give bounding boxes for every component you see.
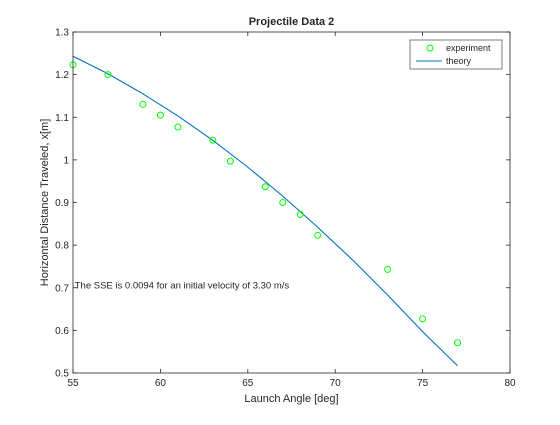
experiment-point [384,265,392,273]
y-tick-label: 0.5 [55,369,69,380]
y-tick-label: 0.9 [55,198,69,209]
x-tick-label: 75 [417,378,429,389]
x-tick-label: 60 [155,378,167,389]
experiment-point [314,231,322,239]
x-tick-label: 80 [504,378,516,389]
experiment-point [261,183,269,191]
experiment-point [209,136,217,144]
y-tick-label: 1.2 [55,70,69,81]
y-tick-label: 0.6 [55,326,69,337]
y-tick-label: 1 [63,155,69,166]
sse-annotation: The SSE is 0.0094 for an initial velocit… [75,281,290,292]
x-tick-label: 65 [242,378,254,389]
annotation-layer: The SSE is 0.0094 for an initial velocit… [75,281,290,292]
experiment-point [419,315,427,323]
y-tick-label: 1.3 [55,28,69,39]
x-tick-label: 55 [67,378,79,389]
experiment-point [226,157,234,165]
chart-title: Projectile Data 2 [249,16,335,28]
legend: experiment theory [409,39,503,70]
plot-box [72,31,511,374]
x-axis-label: Launch Angle [deg] [244,393,338,405]
experiment-point [296,210,304,218]
plot-area [73,32,510,373]
legend-box [409,39,503,70]
y-axis-label: Horizontal Distance Traveled, x[m] [39,119,51,287]
legend-theory-label: theory [446,56,472,66]
legend-experiment-marker [426,44,434,52]
theory-line [72,55,458,367]
experiment-point [104,71,112,79]
y-tick-label: 0.7 [55,283,69,294]
y-tick-label: 0.8 [55,241,69,252]
legend-experiment-label: experiment [446,43,491,53]
y-tick-label: 1.1 [55,113,69,124]
x-tick-label: 70 [330,378,342,389]
series-layer [69,55,462,367]
experiment-point [156,111,164,119]
experiment-point [454,339,462,347]
experiment-point [139,100,147,108]
experiment-point [279,199,287,206]
experiment-point [174,123,182,131]
y-axis-ticks: 0.5 0.6 0.7 0.8 0.9 1 1.1 1.2 1.3 [55,28,510,380]
